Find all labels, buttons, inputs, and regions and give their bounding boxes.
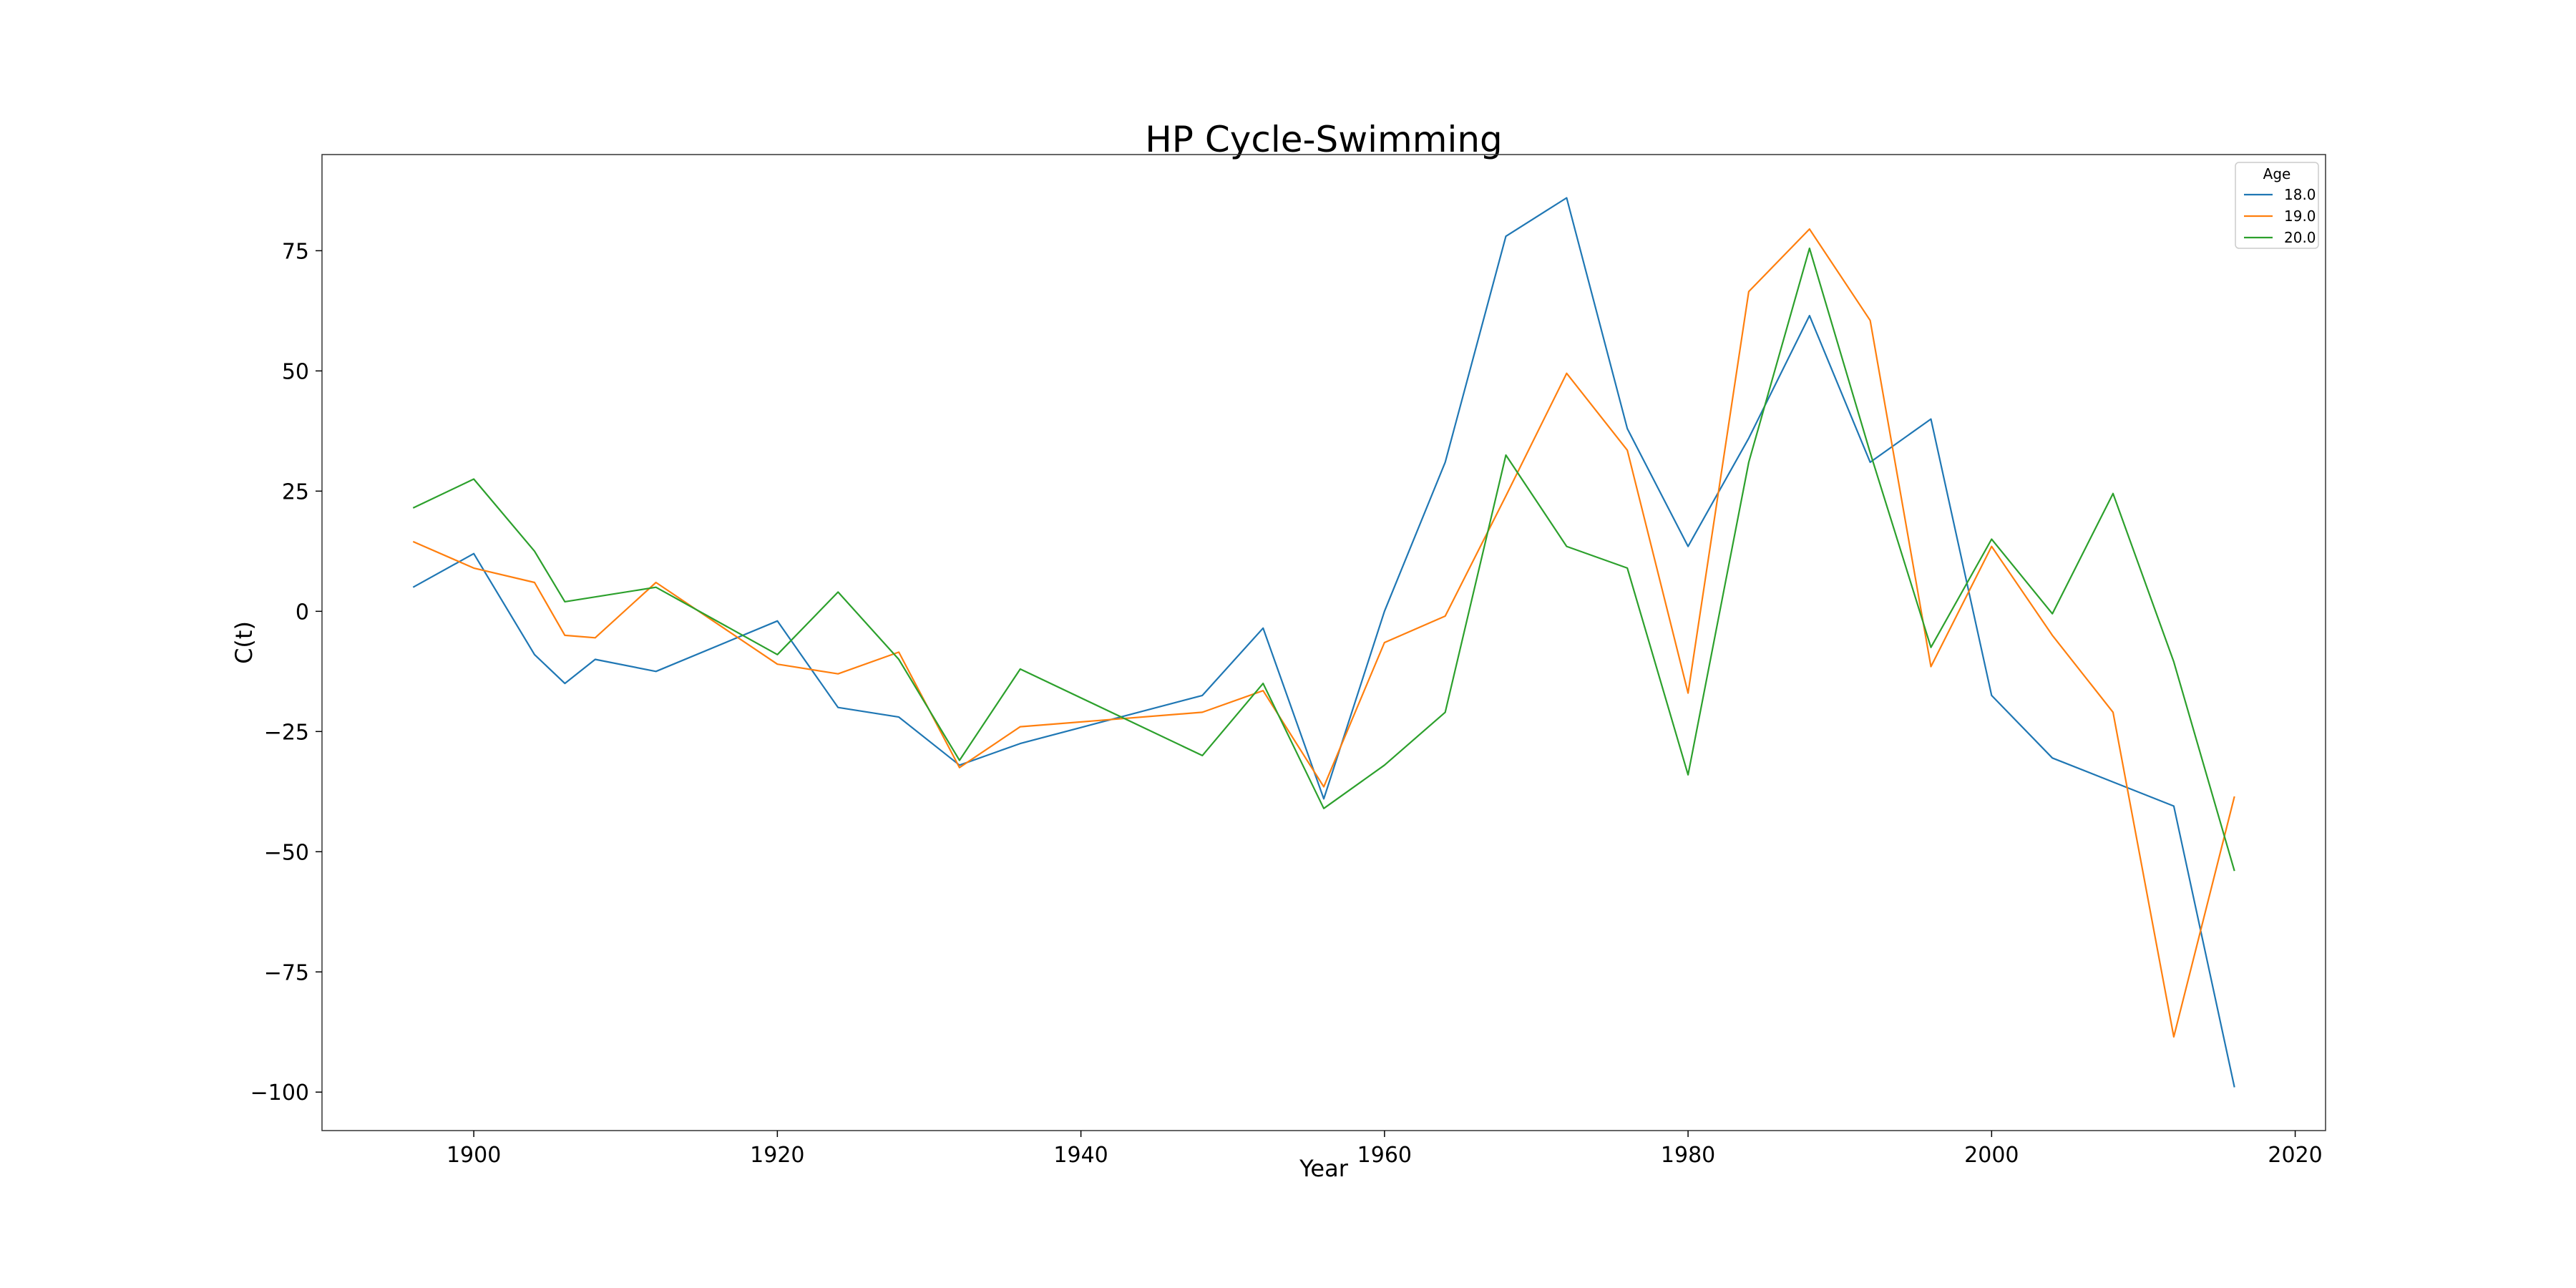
legend-label-20.0: 20.0 <box>2284 229 2316 246</box>
x-axis-label: Year <box>1299 1155 1349 1182</box>
x-tick-label: 1920 <box>750 1143 804 1168</box>
series-line-20.0 <box>412 247 2235 872</box>
y-tick-label: −100 <box>250 1080 309 1106</box>
chart-title: HP Cycle-Swimming <box>1145 119 1503 160</box>
series-line-19.0 <box>412 228 2235 1038</box>
x-tick-label: 2000 <box>1964 1143 2019 1168</box>
series-layer <box>412 197 2235 1088</box>
y-tick-label: 25 <box>282 479 309 504</box>
y-tick-label: −50 <box>264 840 309 865</box>
y-axis: 75 50 25 0 −25 −50 −75 −100 <box>250 239 322 1106</box>
y-tick-label: 0 <box>296 600 309 625</box>
x-tick-label: 1980 <box>1661 1143 1715 1168</box>
legend-items: 18.0 19.0 20.0 <box>2244 186 2316 246</box>
x-tick-label: 2020 <box>2268 1143 2322 1168</box>
y-tick-label: 50 <box>282 359 309 384</box>
legend-box <box>2235 162 2319 249</box>
y-axis-label: C(t) <box>230 621 258 664</box>
series-line-18.0 <box>412 197 2235 1088</box>
x-tick-label: 1900 <box>447 1143 501 1168</box>
y-tick-label: −25 <box>264 720 309 745</box>
legend-title: Age <box>2263 165 2291 182</box>
legend-label-18.0: 18.0 <box>2284 186 2316 203</box>
x-axis: 1900 1920 1940 1960 1980 2000 2020 <box>447 1131 2323 1168</box>
x-tick-label: 1940 <box>1053 1143 1108 1168</box>
y-tick-label: −75 <box>264 960 309 985</box>
legend-label-19.0: 19.0 <box>2284 208 2316 225</box>
y-tick-label: 75 <box>282 239 309 264</box>
legend: Age 18.0 19.0 20.0 <box>2235 162 2319 249</box>
x-tick-label: 1960 <box>1357 1143 1412 1168</box>
plot-area-frame <box>321 154 2326 1131</box>
